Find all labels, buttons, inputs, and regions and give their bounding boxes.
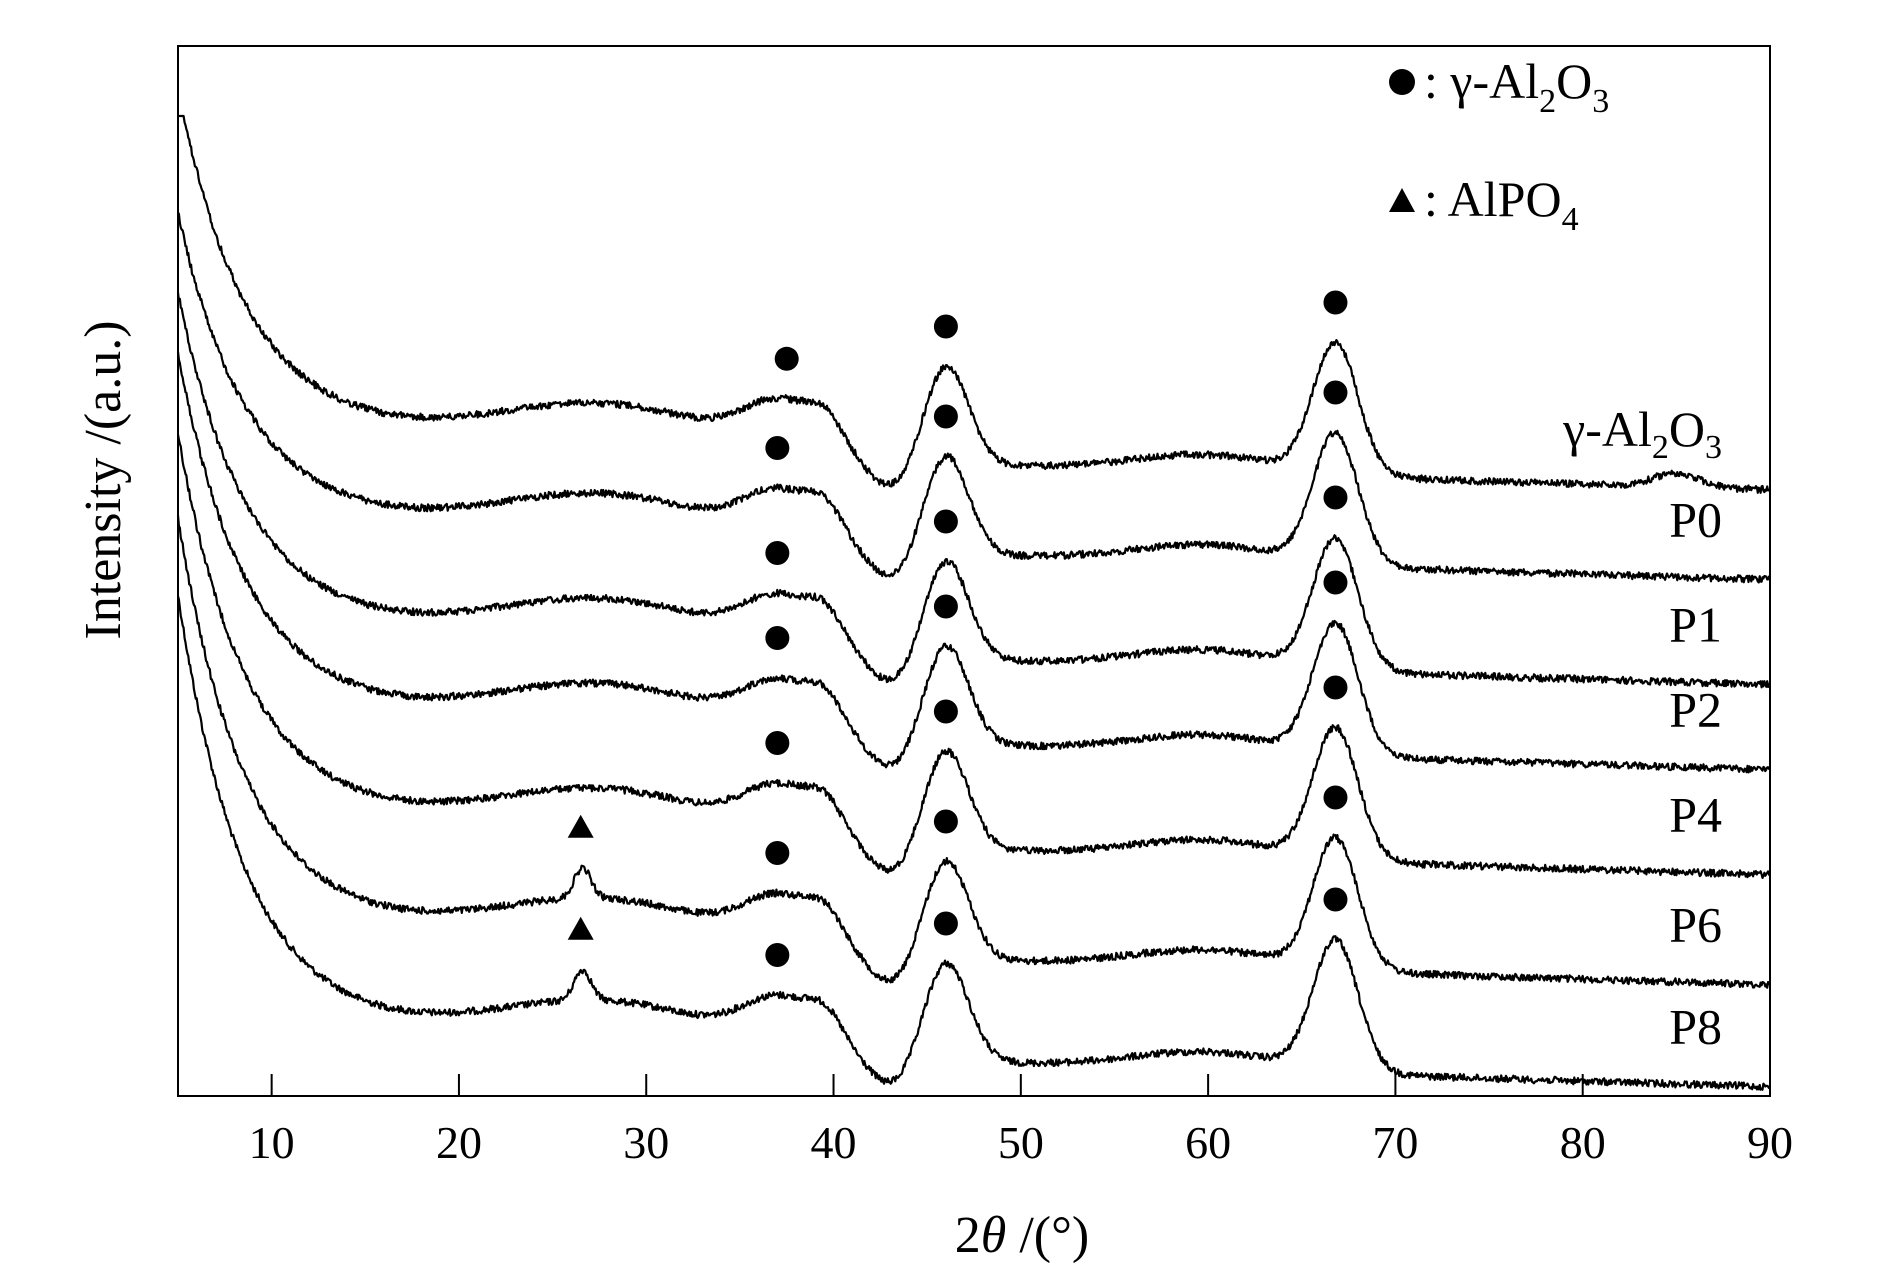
series-label: P6 <box>1669 897 1722 953</box>
legend-triangle-marker <box>1389 188 1415 212</box>
gamma-alumina-peak-marker <box>933 404 958 429</box>
xrd-curve <box>176 292 1771 689</box>
x-tick-label: 20 <box>436 1117 482 1168</box>
peak-markers <box>567 290 1348 967</box>
gamma-alumina-peak-marker <box>1323 290 1348 315</box>
x-ticks: 10 20 30 40 50 60 70 80 90 <box>249 1074 1793 1168</box>
x-axis-label: 2θ /(°) <box>955 1207 1089 1264</box>
series-label: P0 <box>1669 492 1722 548</box>
legend-circle-marker <box>1389 69 1415 95</box>
gamma-alumina-peak-marker <box>765 436 790 461</box>
x-tick-label: 60 <box>1185 1117 1231 1168</box>
xrd-curve <box>176 515 1771 989</box>
xrd-curve <box>176 351 1771 774</box>
x-tick-label: 70 <box>1372 1117 1418 1168</box>
curves <box>176 114 1772 1091</box>
gamma-alumina-peak-marker <box>933 699 958 724</box>
x-tick-label: 40 <box>811 1117 857 1168</box>
alpo4-peak-marker <box>567 814 594 838</box>
gamma-alumina-peak-marker <box>765 840 790 865</box>
legend-entry-text: : AlPO4 <box>1424 171 1579 238</box>
x-tick-label: 50 <box>998 1117 1044 1168</box>
x-tick-label: 10 <box>249 1117 295 1168</box>
series-label: P2 <box>1669 682 1722 738</box>
gamma-alumina-peak-marker <box>933 809 958 834</box>
series-label: P8 <box>1669 999 1722 1055</box>
gamma-alumina-peak-marker <box>1323 485 1348 510</box>
x-tick-label: 90 <box>1747 1117 1793 1168</box>
gamma-alumina-peak-marker <box>1323 570 1348 595</box>
legend-entry-text: : γ-Al2O3 <box>1424 53 1609 120</box>
legend: : γ-Al2O3 : AlPO4 <box>1389 53 1609 238</box>
gamma-alumina-peak-marker <box>1323 675 1348 700</box>
gamma-alumina-peak-marker <box>774 346 799 371</box>
xrd-curve <box>176 434 1771 879</box>
xrd-curve <box>177 114 1771 494</box>
gamma-alumina-peak-marker <box>765 541 790 566</box>
x-tick-label: 30 <box>623 1117 669 1168</box>
x-tick-label: 80 <box>1560 1117 1606 1168</box>
gamma-alumina-peak-marker <box>933 594 958 619</box>
series-label: P1 <box>1669 597 1722 653</box>
gamma-alumina-peak-marker <box>933 509 958 534</box>
plot-frame <box>177 45 1771 1097</box>
xrd-curve <box>176 595 1772 1091</box>
gamma-alumina-peak-marker <box>933 314 958 339</box>
y-axis-label: Intensity /(a.u.) <box>75 320 132 639</box>
gamma-alumina-peak-marker <box>1323 380 1348 405</box>
gamma-alumina-peak-marker <box>1323 887 1348 912</box>
gamma-alumina-peak-marker <box>765 942 790 967</box>
gamma-alumina-peak-marker <box>765 731 790 756</box>
series-label: γ-Al2O3 <box>1562 401 1722 466</box>
gamma-alumina-peak-marker <box>765 626 790 651</box>
gamma-alumina-peak-marker <box>1323 785 1348 810</box>
xrd-curve <box>177 211 1772 584</box>
alpo4-peak-marker <box>567 916 594 940</box>
series-label: P4 <box>1669 787 1722 843</box>
series-labels: P8 P6 P4 P2 P1 P0 γ-Al2O3 <box>1562 401 1722 1055</box>
gamma-alumina-peak-marker <box>933 911 958 936</box>
